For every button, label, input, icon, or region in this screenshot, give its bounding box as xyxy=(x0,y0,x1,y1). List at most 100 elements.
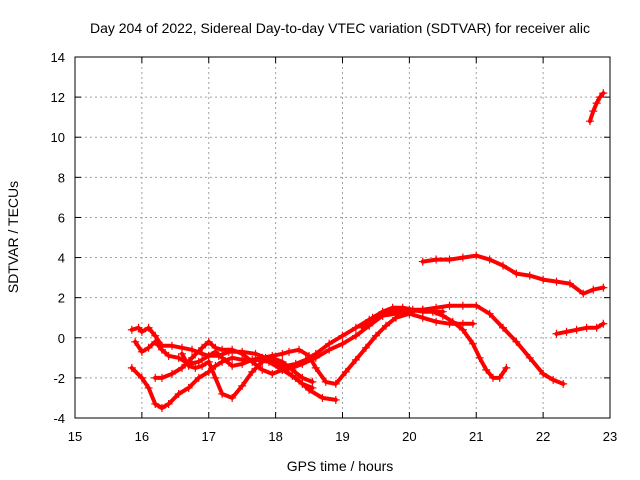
data-point xyxy=(167,341,176,350)
data-point xyxy=(572,325,581,334)
series-line xyxy=(360,305,509,380)
data-point xyxy=(458,325,467,334)
grid xyxy=(75,57,610,418)
data-point xyxy=(204,337,213,346)
data-point xyxy=(305,385,314,394)
x-axis-label: GPS time / hours xyxy=(287,458,394,474)
data-point xyxy=(351,355,360,364)
data-point xyxy=(338,339,347,348)
y-tick-label: 4 xyxy=(58,251,65,266)
y-tick-label: 12 xyxy=(51,90,65,105)
y-tick-label: 8 xyxy=(58,170,65,185)
data-point xyxy=(432,303,441,312)
data-point xyxy=(321,377,330,386)
data-point xyxy=(157,373,166,382)
axis-ticks: 15 16 17 18 19 20 21 22 23 -4 -2 0 2 4 6 8 10 12 14 xyxy=(51,50,618,444)
data-point xyxy=(428,307,437,316)
data-point xyxy=(368,313,377,322)
data-point xyxy=(248,367,257,376)
data-point xyxy=(298,373,307,382)
data-point xyxy=(211,343,220,352)
data-point xyxy=(552,329,561,338)
data-point xyxy=(432,255,441,264)
data-point xyxy=(525,271,534,280)
data-point xyxy=(288,365,297,374)
data-point xyxy=(595,93,604,102)
data-point xyxy=(174,389,183,398)
y-tick-label: 14 xyxy=(51,50,65,65)
data-point xyxy=(378,307,387,316)
data-point xyxy=(127,363,136,372)
data-point xyxy=(388,303,397,312)
data-point xyxy=(475,353,484,362)
data-point xyxy=(228,361,237,370)
data-point xyxy=(341,367,350,376)
data-point xyxy=(174,353,183,362)
data-point xyxy=(418,257,427,266)
data-point xyxy=(325,339,334,348)
data-point xyxy=(311,363,320,372)
chart-title: Day 204 of 2022, Sidereal Day-to-day VTE… xyxy=(90,20,590,36)
x-tick-label: 23 xyxy=(603,429,617,444)
data-point xyxy=(468,339,477,348)
data-point xyxy=(164,399,173,408)
y-tick-label: 2 xyxy=(58,291,65,306)
data-point xyxy=(512,269,521,278)
data-point xyxy=(432,317,441,326)
data-point xyxy=(485,255,494,264)
data-point xyxy=(151,337,160,346)
data-point xyxy=(338,331,347,340)
y-tick-label: 0 xyxy=(58,331,65,346)
data-point xyxy=(178,363,186,372)
x-tick-label: 17 xyxy=(202,429,216,444)
data-point xyxy=(131,337,140,346)
data-point xyxy=(137,327,146,336)
data-point xyxy=(512,337,521,346)
data-point xyxy=(539,369,548,378)
data-point xyxy=(178,349,186,358)
data-point xyxy=(164,351,173,360)
data-point xyxy=(351,323,360,332)
data-point xyxy=(271,359,280,368)
data-point xyxy=(482,365,491,374)
y-axis-label: SDTVAR / TECUs xyxy=(5,181,21,293)
data-point xyxy=(458,253,467,262)
data-point xyxy=(331,395,340,404)
data-point xyxy=(248,357,257,366)
y-tick-label: 6 xyxy=(58,210,65,225)
data-point xyxy=(579,289,588,298)
data-point xyxy=(184,383,193,392)
series-sat-11 xyxy=(585,89,608,126)
data-point xyxy=(228,345,237,354)
data-point xyxy=(188,345,197,354)
data-point xyxy=(472,301,481,310)
series-sat-9 xyxy=(418,251,608,298)
data-point xyxy=(585,117,594,126)
data-point xyxy=(398,303,407,312)
data-point xyxy=(211,361,220,370)
data-point xyxy=(472,251,481,260)
data-point xyxy=(238,349,247,358)
data-point xyxy=(351,331,360,340)
data-point xyxy=(291,373,300,382)
data-point xyxy=(295,345,304,354)
data-point xyxy=(204,357,213,366)
data-point xyxy=(258,353,267,362)
data-point xyxy=(167,369,176,378)
data-point xyxy=(559,379,568,388)
data-point xyxy=(589,107,598,116)
data-point xyxy=(438,311,447,320)
data-point xyxy=(218,357,227,366)
data-point xyxy=(198,343,207,352)
data-point xyxy=(562,327,571,336)
data-point xyxy=(308,377,317,386)
data-point xyxy=(301,355,310,364)
data-point xyxy=(157,403,166,412)
data-point xyxy=(381,321,390,330)
data-point xyxy=(488,373,497,382)
data-point xyxy=(539,275,548,284)
data-point xyxy=(589,285,598,294)
data-point xyxy=(361,343,370,352)
data-point xyxy=(458,301,467,310)
